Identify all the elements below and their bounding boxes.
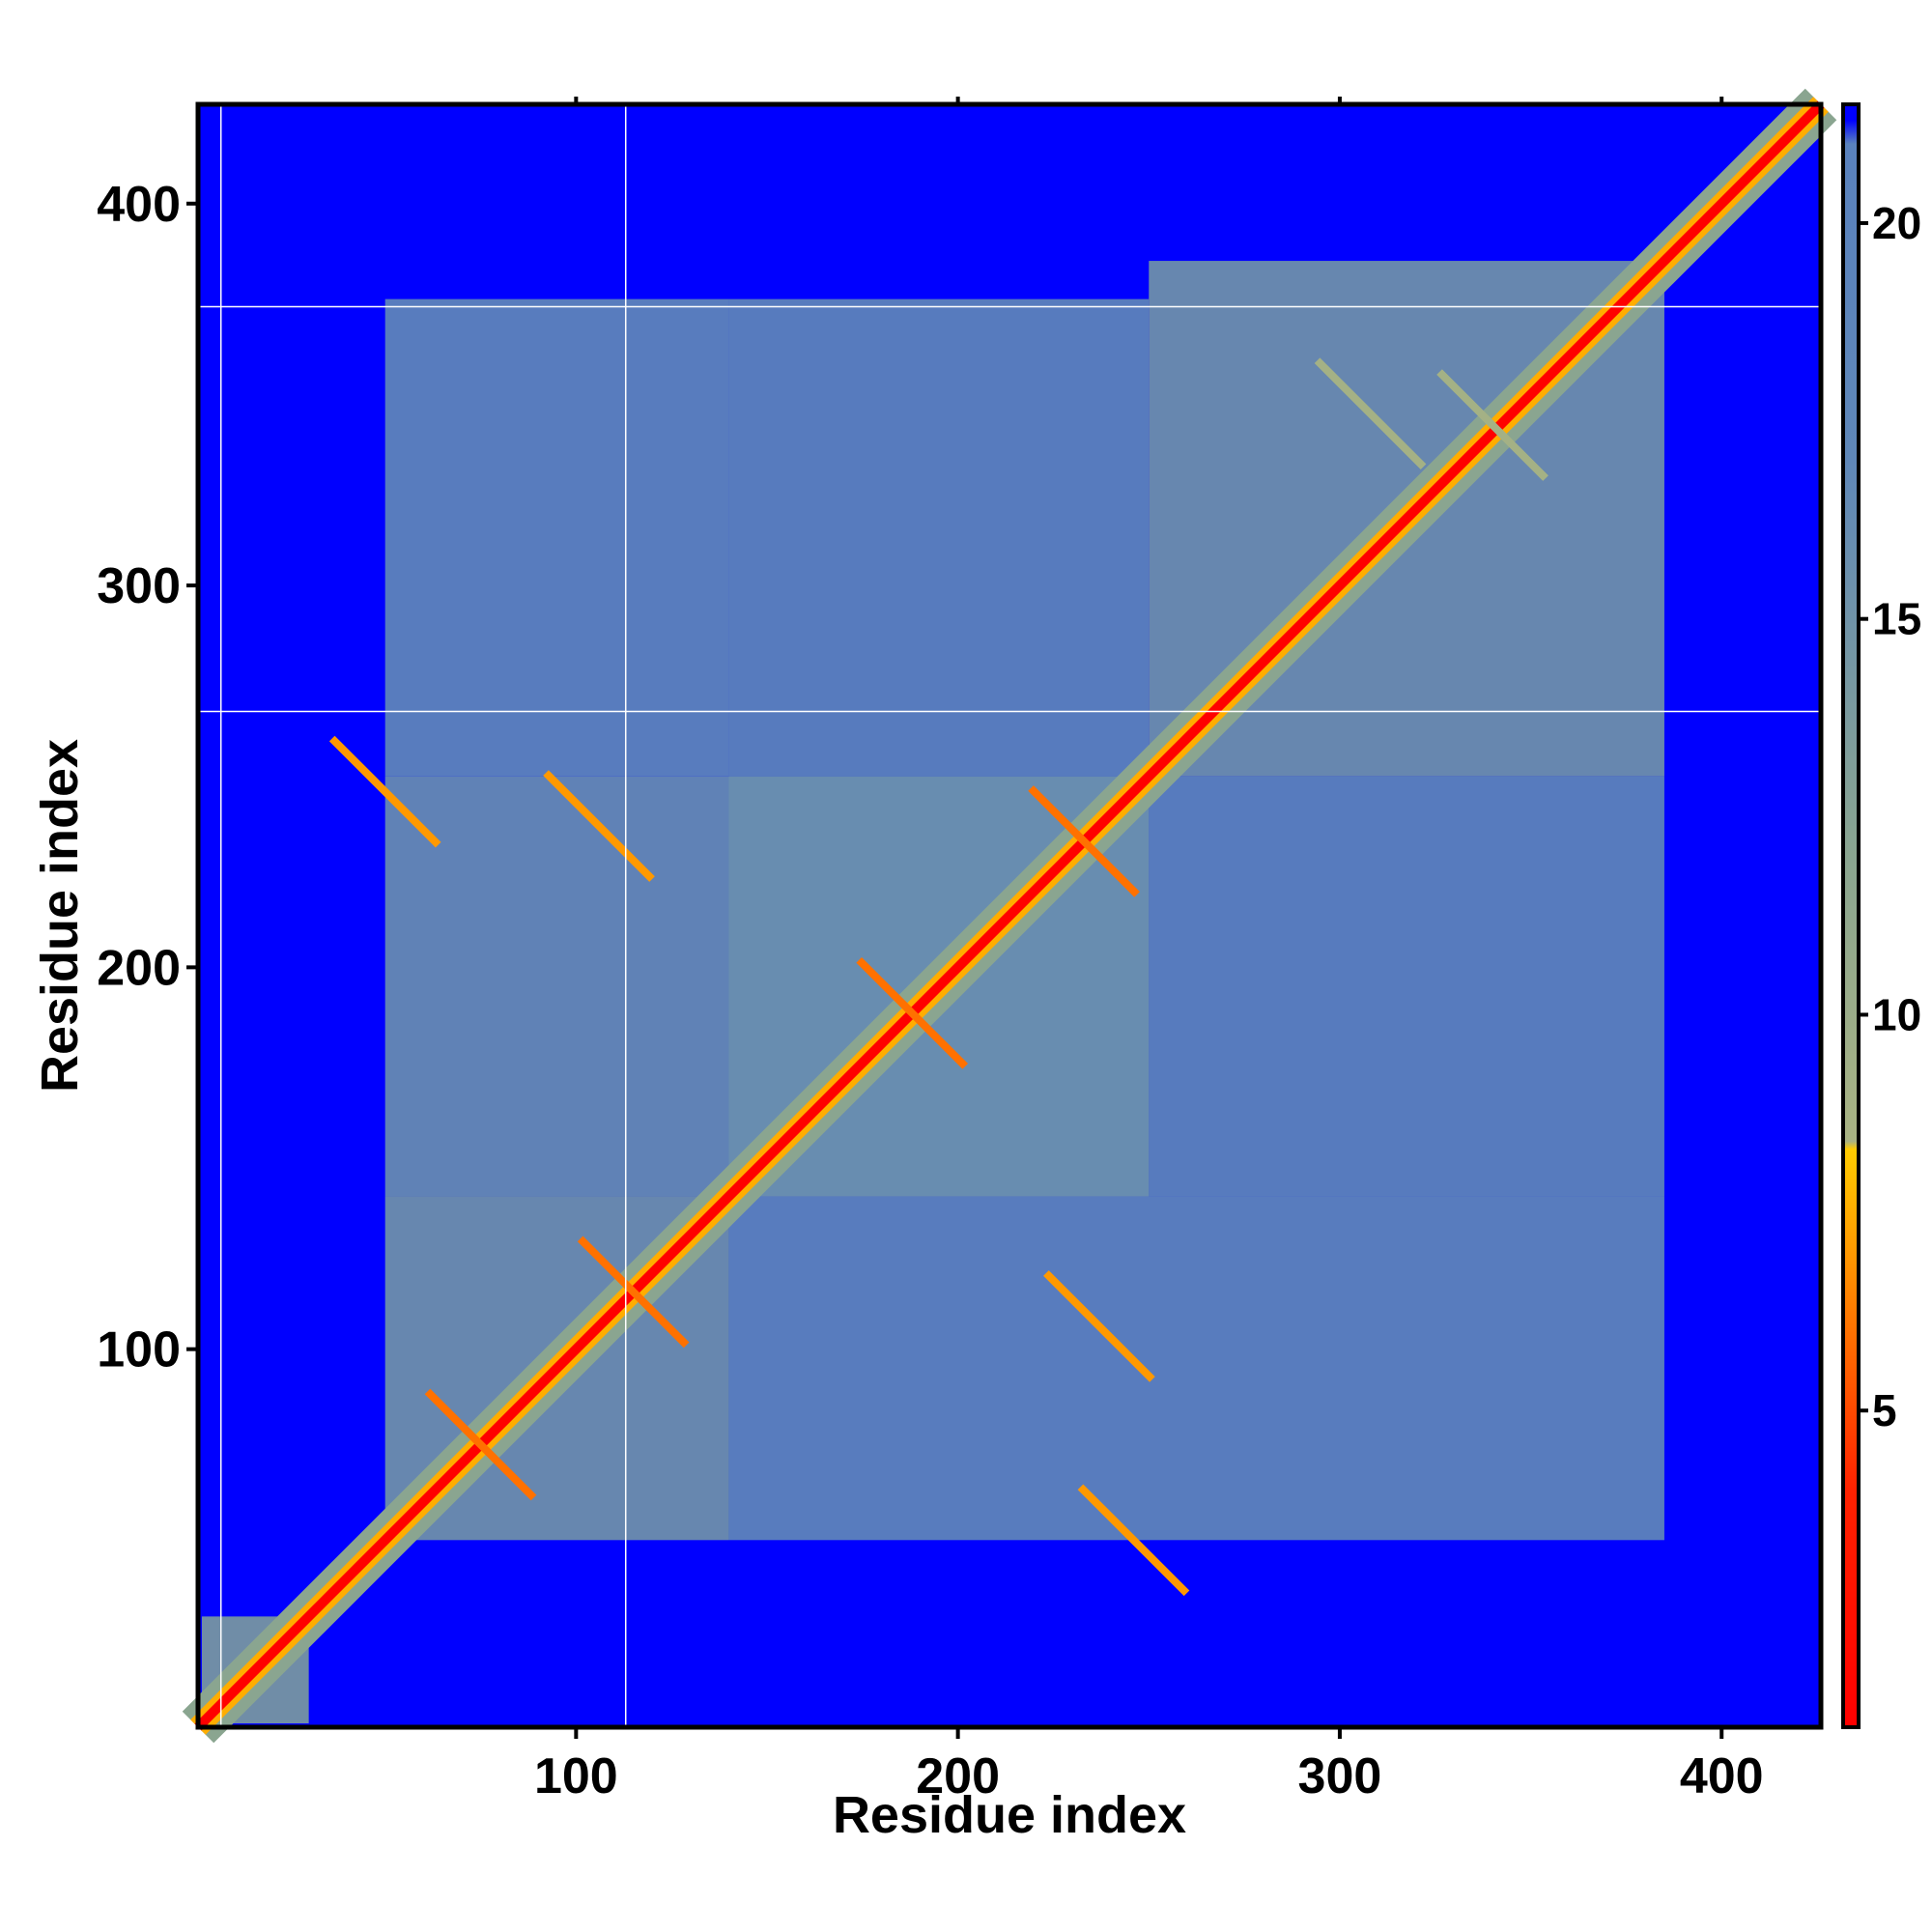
y-axis-title: Residue index xyxy=(31,739,89,1093)
x-axis: 100 200 300 400 xyxy=(534,97,1764,1804)
y-tick-label: 100 xyxy=(97,1322,181,1378)
y-tick-label: 200 xyxy=(97,940,181,996)
contact-block xyxy=(728,1196,1664,1541)
contact-mark xyxy=(577,1236,690,1349)
contact-mark xyxy=(328,735,441,848)
colorbar-tick-label: 10 xyxy=(1872,989,1921,1039)
x-tick-label: 200 xyxy=(916,1748,1000,1804)
contact-mark xyxy=(856,956,969,1069)
colorbar-ticks: 5 10 15 20 xyxy=(1859,198,1921,1435)
contact-mark xyxy=(1436,369,1548,481)
y-tick-label: 400 xyxy=(97,177,181,233)
contact-block xyxy=(1149,776,1664,1197)
diagonal-line xyxy=(194,100,1825,1731)
contact-mark xyxy=(424,1388,537,1501)
contact-mark xyxy=(1028,785,1140,897)
y-tick-label: 300 xyxy=(97,558,181,614)
x-tick-label: 100 xyxy=(534,1748,618,1804)
colorbar-tick-label: 20 xyxy=(1872,198,1921,248)
colorbar-tick-label: 5 xyxy=(1872,1385,1897,1435)
contact-mark xyxy=(1077,1484,1190,1597)
colorbar-gradient xyxy=(1841,102,1861,1729)
x-tick-label: 400 xyxy=(1680,1748,1764,1804)
gap-lines xyxy=(198,104,1821,1727)
y-axis: 100 200 300 400 xyxy=(97,177,198,1378)
colorbar-tick-label: 15 xyxy=(1872,594,1921,644)
contact-block xyxy=(384,298,729,777)
contact-mark xyxy=(1043,1270,1155,1382)
x-axis-title: Residue index xyxy=(833,1786,1186,1844)
x-tick-label: 300 xyxy=(1298,1748,1382,1804)
contact-mark xyxy=(543,770,655,882)
contact-block xyxy=(728,298,1150,777)
contact-mark xyxy=(1314,357,1427,470)
heatmap xyxy=(182,88,1837,1744)
plot-frame xyxy=(195,101,1824,1730)
contact-block xyxy=(384,776,1150,1197)
colorbar: 5 10 15 20 xyxy=(1841,102,1921,1729)
